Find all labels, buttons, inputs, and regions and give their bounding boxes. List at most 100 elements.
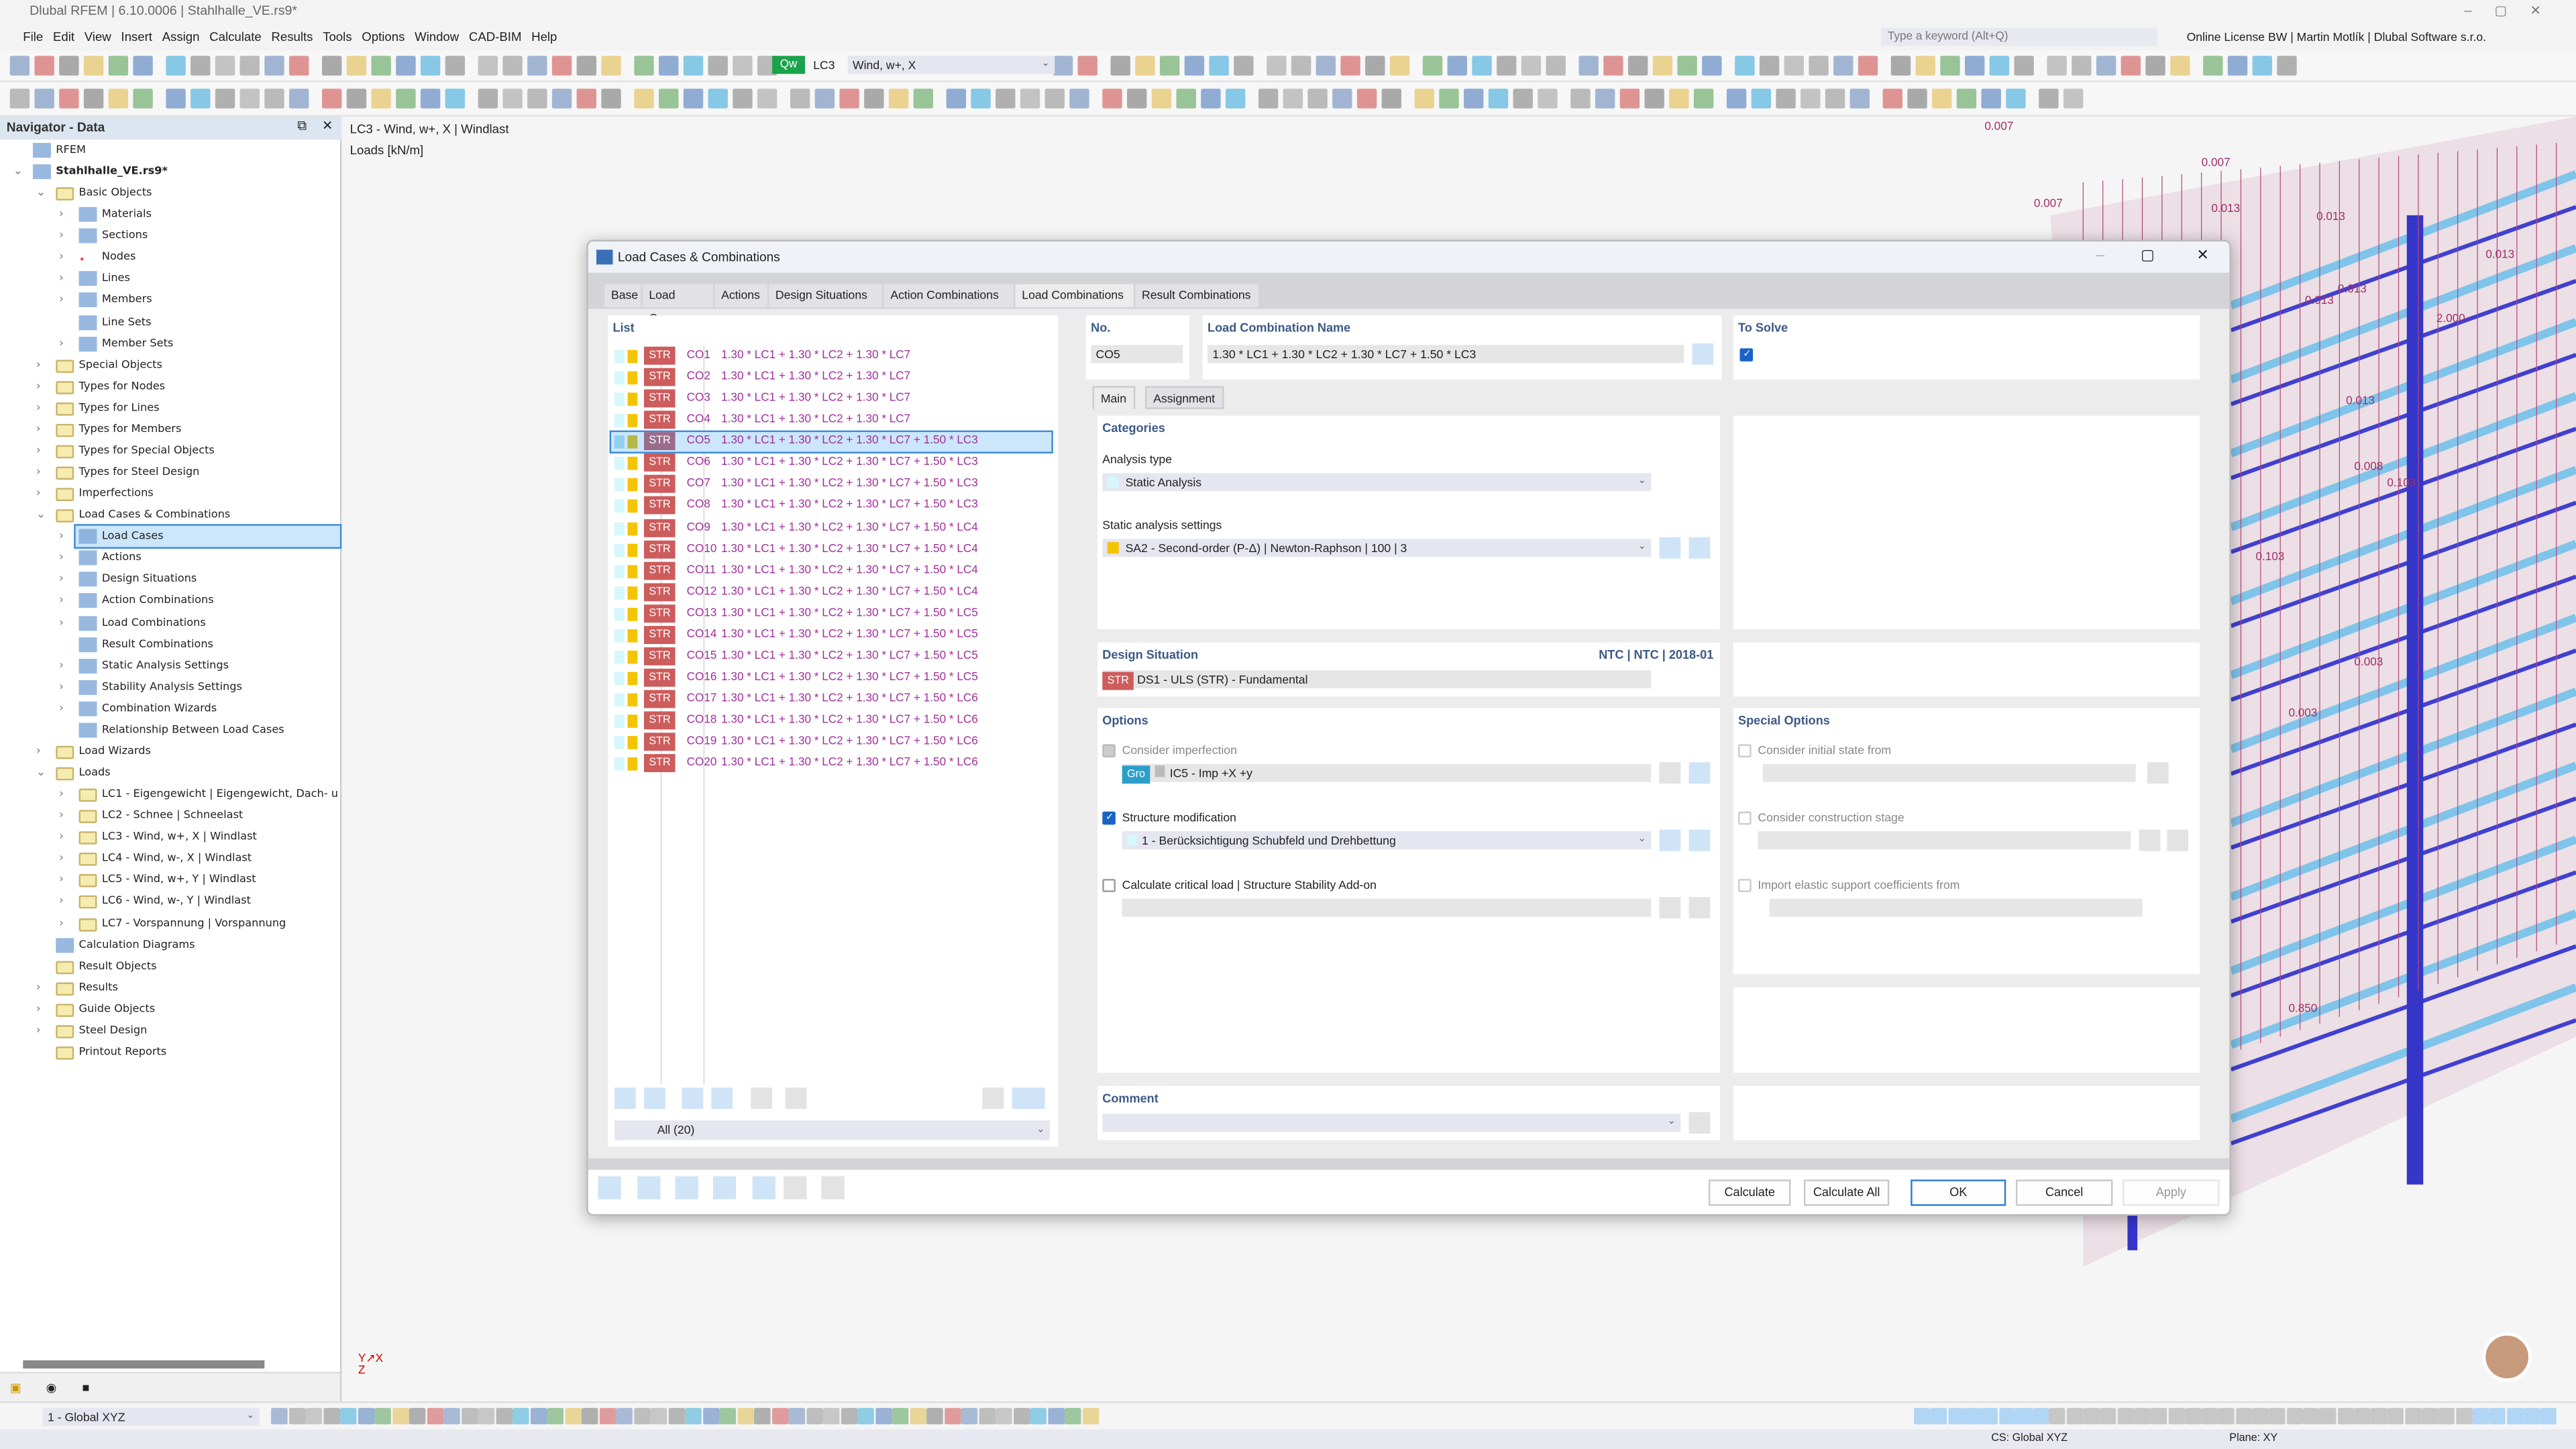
copy-item-icon[interactable] [644,1087,665,1110]
toolbar-icon[interactable] [1825,89,1845,109]
chevron-down-icon[interactable]: ⌄ [36,186,46,199]
load-case-select[interactable]: Wind, w+, X ⌄ [847,56,1055,74]
list-item[interactable]: STR CO18 1.30 * LC1 + 1.30 * LC2 + 1.30 * … [611,711,1051,731]
toolbar-icon[interactable] [502,89,523,109]
toolbar-icon[interactable] [1307,89,1328,109]
menu-edit[interactable]: Edit [52,30,75,45]
toolbar-icon[interactable] [757,89,777,109]
display-toolbar-icon[interactable] [2252,1407,2269,1425]
view-mode-icon[interactable] [1012,1087,1045,1110]
tree-item-member-sets[interactable]: › Member Sets [59,333,340,354]
view-toolbar-icon[interactable] [529,1407,547,1425]
toolbar-icon[interactable] [239,89,260,109]
chevron-down-icon[interactable]: ⌄ [13,164,23,178]
chevron-right-icon[interactable]: › [59,272,64,285]
view-toolbar-icon[interactable] [271,1407,288,1425]
apply-button[interactable]: Apply [2123,1179,2220,1206]
chevron-right-icon[interactable]: › [59,207,64,221]
toolbar-icon[interactable] [1784,56,1805,76]
chevron-right-icon[interactable]: › [59,250,64,264]
toolbar-icon[interactable] [1915,56,1935,76]
toolbar-icon[interactable] [478,56,498,76]
search-input[interactable]: Type a keyword (Alt+Q) [1881,28,2157,46]
chevron-right-icon[interactable]: › [36,400,41,414]
toolbar-icon[interactable] [1069,89,1089,109]
list-item[interactable]: STR CO19 1.30 * LC1 + 1.30 * LC2 + 1.30 * … [611,733,1051,753]
view-toolbar-icon[interactable] [909,1407,926,1425]
edit-initial-state-icon[interactable] [2147,762,2169,784]
close-icon[interactable]: ✕ [322,118,333,133]
view-toolbar-icon[interactable] [633,1407,650,1425]
view-toolbar-icon[interactable] [737,1407,753,1425]
toolbar-icon[interactable] [1890,56,1911,76]
toolbar-icon[interactable] [551,89,572,109]
tree-item-stahlhalle-ve-rs9-[interactable]: ⌄ Stahlhalle_VE.rs9* [13,161,340,182]
tree-item-lc3-wind-w-x-windlast[interactable]: › LC3 - Wind, w+, X | Windlast [59,826,340,848]
tree-item-lc7-vorspannung-vorspannung[interactable]: › LC7 - Vorspannung | Vorspannung [59,912,340,934]
toolbar-icon[interactable] [708,56,728,76]
toolbar-icon[interactable] [1776,89,1796,109]
display-toolbar-icon[interactable] [2116,1407,2134,1425]
edit-stage-icon[interactable] [2167,829,2189,851]
tab-result-combinations[interactable]: Result Combinations [1135,284,1258,307]
toolbar-icon[interactable] [239,56,260,76]
list-item[interactable]: STR CO6 1.30 * LC1 + 1.30 * LC2 + 1.30 * L… [611,453,1051,474]
toolbar-icon[interactable] [1201,89,1221,109]
view-toolbar-icon[interactable] [875,1407,892,1425]
toolbar-icon[interactable] [289,89,309,109]
structure-modification-checkbox[interactable] [1102,811,1116,825]
toolbar-icon[interactable] [1907,89,1927,109]
construction-stage-checkbox[interactable] [1738,811,1752,825]
toolbar-icon[interactable] [1652,56,1673,76]
minimize-icon[interactable]: – [2096,246,2105,263]
initial-state-checkbox[interactable] [1738,744,1752,757]
menu-calculate[interactable]: Calculate [209,30,262,45]
view-toolbar-icon[interactable] [1047,1407,1064,1425]
list-item[interactable]: STR CO20 1.30 * LC1 + 1.30 * LC2 + 1.30 * … [611,754,1051,774]
toolbar-icon[interactable] [1159,56,1180,76]
chevron-right-icon[interactable]: › [59,680,64,693]
toolbar-icon[interactable] [166,89,186,109]
menu-window[interactable]: Window [415,30,460,45]
toolbar-icon[interactable] [1053,56,1073,76]
display-toolbar-icon[interactable] [2421,1407,2438,1425]
list-item[interactable]: STR CO13 1.30 * LC1 + 1.30 * LC2 + 1.30 * … [611,604,1051,624]
display-toolbar-icon[interactable] [2286,1407,2303,1425]
toolbar-icon[interactable] [634,56,654,76]
tree-item-action-combinations[interactable]: › Action Combinations [59,590,340,612]
toolbar-icon[interactable] [322,89,342,109]
view-toolbar-icon[interactable] [581,1407,598,1425]
toolbar-icon[interactable] [1439,89,1459,109]
toolbar-icon[interactable] [1858,56,1878,76]
display-toolbar-icon[interactable] [1964,1407,1982,1425]
toolbar-icon[interactable] [9,56,30,76]
renumber-order-icon[interactable] [785,1087,807,1110]
combination-name-field[interactable]: 1.30 * LC1 + 1.30 * LC2 + 1.30 * LC7 + 1… [1208,345,1684,364]
toolbar-icon[interactable] [191,89,211,109]
tree-item-rfem[interactable]: RFEM [30,140,340,161]
display-toolbar-icon[interactable] [2472,1407,2489,1425]
toolbar-icon[interactable] [396,56,416,76]
toolbar-icon[interactable] [2072,56,2092,76]
toolbar-icon[interactable] [1521,56,1542,76]
imperfection-field[interactable]: Gro IC5 - Imp +X +y [1122,763,1652,784]
toolbar-icon[interactable] [2039,89,2059,109]
tree-item-special-objects[interactable]: › Special Objects [36,354,340,376]
chevron-down-icon[interactable]: ⌄ [36,765,46,779]
display-tab-icon[interactable]: ◉ [46,1380,57,1395]
toolbar-icon[interactable] [576,56,596,76]
toolbar-icon[interactable] [34,89,54,109]
display-toolbar-icon[interactable] [2235,1407,2252,1425]
tree-item-steel-design[interactable]: › Steel Design [36,1020,340,1041]
toolbar-icon[interactable] [2063,89,2084,109]
toolbar-icon[interactable] [59,89,79,109]
display-toolbar-icon[interactable] [2371,1407,2387,1425]
toolbar-icon[interactable] [1291,56,1311,76]
display-toolbar-icon[interactable] [2066,1407,2083,1425]
tree-item-load-cases-combinations[interactable]: ⌄ Load Cases & Combinations [36,504,340,526]
list-item[interactable]: STR CO15 1.30 * LC1 + 1.30 * LC2 + 1.30 * … [611,647,1051,667]
chevron-right-icon[interactable]: › [59,787,64,800]
check-all-icon[interactable] [682,1087,704,1110]
toolbar-icon[interactable] [346,89,367,109]
display-toolbar-icon[interactable] [2083,1407,2100,1425]
